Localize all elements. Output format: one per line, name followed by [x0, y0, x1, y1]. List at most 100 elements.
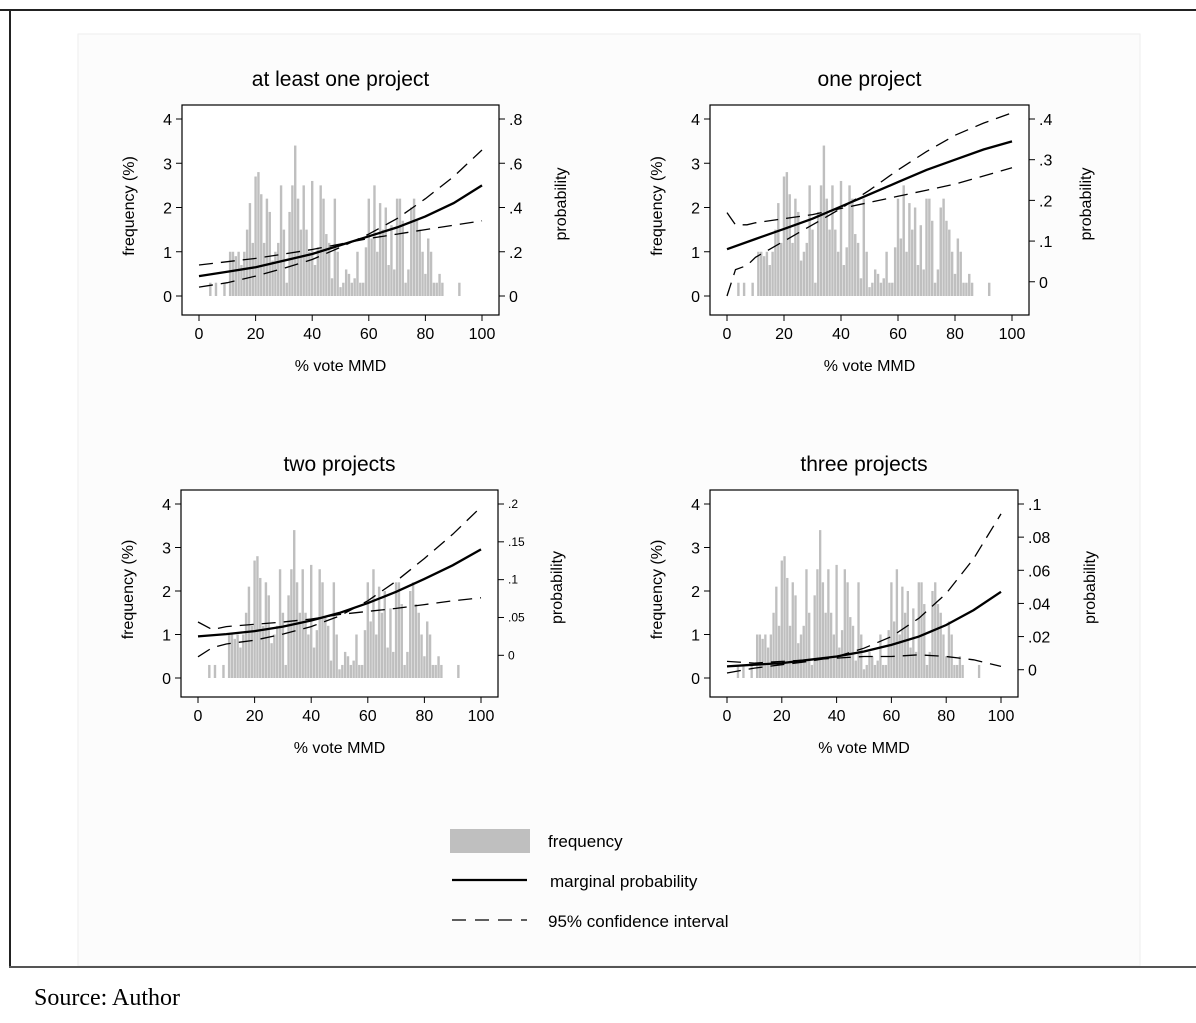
frequency-bar: [424, 273, 427, 296]
frequency-bar: [831, 185, 834, 296]
frequency-bar: [879, 282, 883, 296]
frequency-bar: [836, 251, 840, 296]
frequency-bar: [811, 229, 814, 296]
confidence-interval-line: [726, 654, 1002, 668]
frequency-bar: [948, 229, 951, 296]
frequency-bar: [403, 664, 406, 678]
frequency-bar: [293, 530, 296, 678]
frequency-bar: [968, 273, 971, 296]
frequency-bar: [307, 634, 310, 678]
y-tick-label: 1: [162, 628, 171, 645]
legend-label-frequency: frequency: [548, 832, 623, 851]
frequency-bar: [925, 198, 928, 296]
frequency-bar: [750, 664, 753, 678]
frequency-bar: [888, 282, 891, 296]
y-axis-label: frequency (%): [120, 540, 137, 640]
frequency-bar: [414, 604, 418, 678]
y-tick-label: 3: [691, 541, 700, 558]
frequency-bar: [421, 251, 424, 296]
frequency-bar: [987, 282, 991, 296]
frequency-bar: [257, 172, 260, 296]
frequency-bar: [925, 664, 929, 678]
frequency-bar: [783, 556, 786, 678]
frequency-bar: [759, 251, 763, 296]
frequency-bar: [856, 242, 860, 296]
frequency-bar: [862, 198, 866, 296]
y2-tick-label: .02: [1028, 630, 1050, 647]
chart-title: at least one project: [252, 68, 430, 91]
plot-frame: [181, 104, 500, 316]
frequency-bar: [287, 595, 290, 678]
frequency-bar: [415, 220, 419, 296]
frequency-bar: [873, 664, 877, 678]
frequency-bar: [243, 251, 246, 296]
frequency-bar: [386, 647, 389, 678]
y2-tick-label: 0: [1028, 663, 1037, 680]
plot-frame: [709, 489, 1019, 698]
frequency-bar: [779, 242, 783, 296]
frequency-bar: [373, 185, 376, 296]
frequency-bar: [410, 207, 413, 296]
frequency-bar: [769, 634, 773, 678]
frequency-bar: [284, 664, 287, 678]
frequency-bar: [761, 638, 764, 678]
frequency-bar: [939, 207, 942, 296]
chart-title: three projects: [800, 453, 927, 476]
frequency-bar: [802, 625, 805, 678]
x-tick-label: 80: [937, 708, 955, 725]
frequency-bar: [755, 634, 759, 678]
frequency-bar: [950, 251, 954, 296]
frequency-bar: [786, 577, 789, 678]
frequency-bar: [336, 251, 339, 296]
frequency-bar: [437, 656, 440, 678]
frequency-bar: [891, 282, 894, 296]
frequency-bar: [429, 251, 433, 296]
frequency-bar: [961, 664, 964, 678]
plot-frame: [709, 104, 1030, 316]
frequency-bar: [911, 229, 914, 296]
frequency-bar: [902, 185, 905, 296]
frequency-bar: [418, 229, 421, 296]
frequency-bar: [865, 251, 868, 296]
frequency-bar: [794, 595, 797, 678]
frequency-bar: [824, 612, 827, 678]
y2-axis-label: probability: [549, 551, 566, 624]
frequency-bar: [758, 634, 762, 678]
y2-tick-label: .04: [1028, 596, 1050, 613]
frequency-bar: [330, 278, 334, 296]
y-tick-label: 4: [691, 497, 700, 514]
frequency-bar: [922, 269, 925, 296]
y-tick-label: 1: [691, 245, 700, 262]
plot-frame: [180, 489, 499, 698]
frequency-bar: [788, 194, 791, 296]
frequency-bar: [342, 282, 345, 296]
frequency-bar: [324, 617, 327, 678]
frequency-bar: [898, 634, 901, 678]
frequency-bar: [281, 612, 285, 678]
frequency-bar: [390, 225, 393, 296]
frequency-bar: [862, 669, 866, 678]
frequency-bar: [435, 282, 438, 296]
frequency-bar: [383, 591, 386, 678]
x-tick-label: 60: [359, 708, 377, 725]
marginal-probability-line: [198, 184, 483, 278]
frequency-bar: [209, 282, 212, 296]
frequency-bar: [849, 617, 852, 678]
frequency-bar: [427, 238, 430, 296]
frequency-bar: [332, 582, 336, 678]
frequency-bar: [882, 278, 885, 296]
y-tick-label: 3: [162, 541, 171, 558]
frequency-bar: [901, 586, 904, 678]
frequency-bar: [808, 612, 811, 678]
frequency-bar: [802, 251, 806, 296]
x-tick-label: 0: [723, 326, 732, 343]
frequency-bar: [397, 582, 401, 678]
y2-tick-label: .8: [509, 112, 522, 129]
y-tick-label: 1: [163, 245, 172, 262]
frequency-bar: [305, 229, 308, 296]
frequency-bar: [822, 145, 826, 296]
frequency-bar: [313, 265, 317, 296]
frequency-bar: [905, 251, 908, 296]
